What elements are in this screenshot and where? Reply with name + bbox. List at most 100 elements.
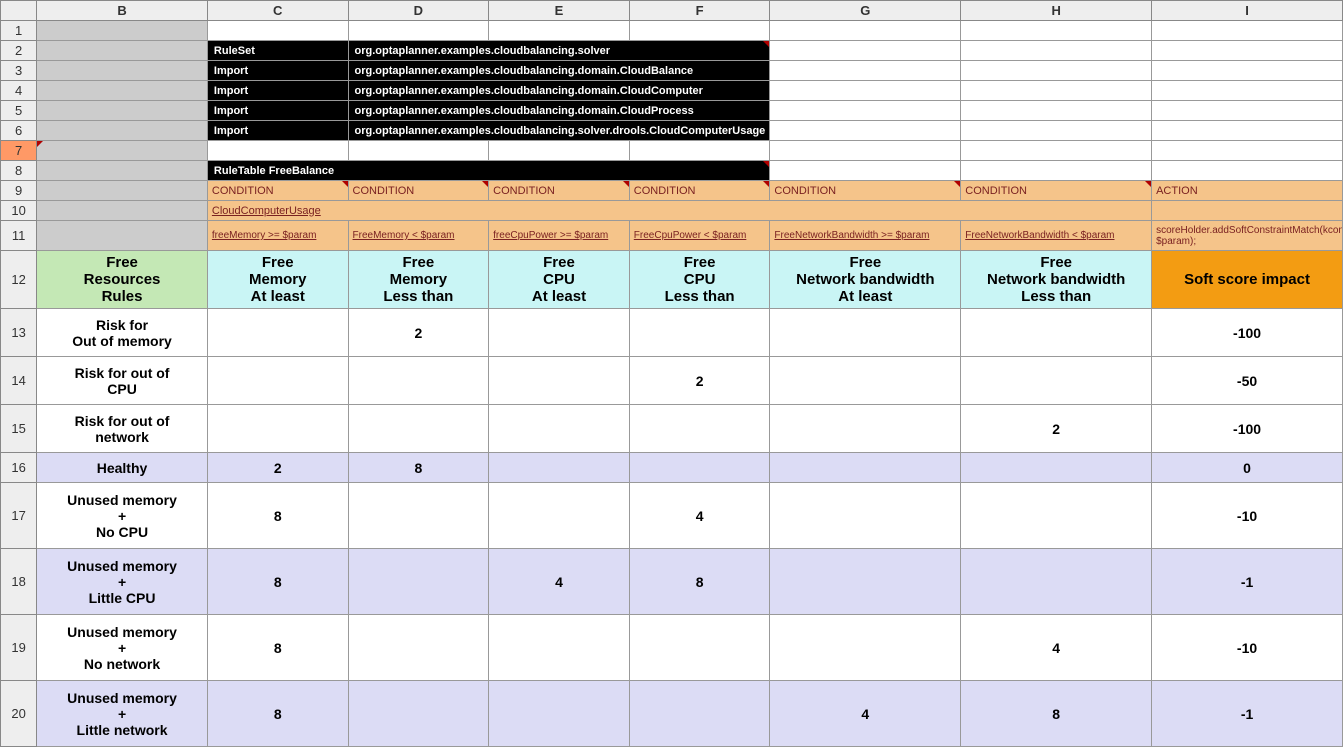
rule-value[interactable] (348, 483, 489, 549)
cell[interactable] (37, 121, 208, 141)
rule-value[interactable]: -10 (1152, 483, 1343, 549)
rule-value[interactable] (489, 615, 630, 681)
row-header[interactable]: 5 (1, 101, 37, 121)
cell[interactable] (37, 221, 208, 251)
rule-value[interactable] (629, 681, 770, 747)
cell[interactable] (1152, 101, 1343, 121)
rule-value[interactable]: -10 (1152, 615, 1343, 681)
cell[interactable] (961, 141, 1152, 161)
rule-value[interactable]: 4 (961, 615, 1152, 681)
rule-value[interactable] (770, 405, 961, 453)
col-header[interactable]: D (348, 1, 489, 21)
row-header[interactable]: 7 (1, 141, 37, 161)
row-header[interactable]: 12 (1, 251, 37, 309)
cell[interactable] (1152, 81, 1343, 101)
cell[interactable] (961, 161, 1152, 181)
rule-value[interactable] (961, 309, 1152, 357)
cell[interactable] (37, 201, 208, 221)
rule-value[interactable] (489, 453, 630, 483)
rule-value[interactable]: 4 (770, 681, 961, 747)
rule-value[interactable]: 8 (629, 549, 770, 615)
cell[interactable] (207, 141, 348, 161)
rule-value[interactable] (961, 357, 1152, 405)
row-header[interactable]: 18 (1, 549, 37, 615)
cell[interactable] (770, 161, 961, 181)
cell[interactable] (770, 41, 961, 61)
rule-value[interactable] (207, 309, 348, 357)
cell[interactable] (489, 21, 630, 41)
rule-value[interactable] (489, 405, 630, 453)
col-header[interactable]: F (629, 1, 770, 21)
rule-value[interactable]: 2 (207, 453, 348, 483)
row-header[interactable]: 10 (1, 201, 37, 221)
rule-value[interactable]: 4 (629, 483, 770, 549)
rule-value[interactable]: 2 (629, 357, 770, 405)
cell[interactable] (961, 101, 1152, 121)
rule-value[interactable] (629, 405, 770, 453)
row-header[interactable]: 17 (1, 483, 37, 549)
rule-value[interactable]: 8 (207, 549, 348, 615)
rule-value[interactable] (961, 453, 1152, 483)
row-header[interactable]: 14 (1, 357, 37, 405)
rule-value[interactable] (770, 483, 961, 549)
rule-value[interactable]: 8 (207, 681, 348, 747)
rule-value[interactable] (489, 681, 630, 747)
col-header[interactable]: G (770, 1, 961, 21)
cell[interactable] (348, 141, 489, 161)
rule-value[interactable]: 2 (961, 405, 1152, 453)
rule-value[interactable]: 8 (348, 453, 489, 483)
col-header[interactable]: I (1152, 1, 1343, 21)
rule-value[interactable] (770, 615, 961, 681)
cell[interactable] (37, 21, 208, 41)
rule-value[interactable] (348, 615, 489, 681)
cell[interactable] (1152, 61, 1343, 81)
cell[interactable] (629, 141, 770, 161)
cell[interactable] (37, 61, 208, 81)
cell[interactable] (961, 81, 1152, 101)
row-header[interactable]: 11 (1, 221, 37, 251)
rule-value[interactable]: 8 (207, 483, 348, 549)
rule-value[interactable] (489, 483, 630, 549)
rule-value[interactable]: 0 (1152, 453, 1343, 483)
rule-value[interactable] (348, 405, 489, 453)
cell[interactable] (770, 101, 961, 121)
cell[interactable] (770, 21, 961, 41)
rule-value[interactable] (207, 357, 348, 405)
col-header[interactable]: B (37, 1, 208, 21)
cell[interactable] (37, 41, 208, 61)
cell[interactable] (961, 121, 1152, 141)
rule-value[interactable]: -1 (1152, 549, 1343, 615)
cell[interactable] (1152, 141, 1343, 161)
rule-value[interactable] (770, 357, 961, 405)
rule-value[interactable]: 2 (348, 309, 489, 357)
row-header[interactable]: 9 (1, 181, 37, 201)
row-header[interactable]: 19 (1, 615, 37, 681)
cell[interactable] (961, 41, 1152, 61)
rule-value[interactable]: -100 (1152, 309, 1343, 357)
cell[interactable] (770, 61, 961, 81)
rule-value[interactable] (207, 405, 348, 453)
cell[interactable] (961, 61, 1152, 81)
rule-value[interactable] (629, 453, 770, 483)
cell[interactable] (770, 141, 961, 161)
rule-value[interactable] (961, 549, 1152, 615)
rule-value[interactable] (770, 549, 961, 615)
rule-value[interactable] (770, 453, 961, 483)
col-header[interactable]: E (489, 1, 630, 21)
rule-value[interactable] (770, 309, 961, 357)
cell[interactable] (489, 141, 630, 161)
rule-value[interactable]: 8 (207, 615, 348, 681)
rule-value[interactable] (961, 483, 1152, 549)
rule-value[interactable] (348, 549, 489, 615)
rule-value[interactable]: 4 (489, 549, 630, 615)
rule-value[interactable]: -100 (1152, 405, 1343, 453)
row-header[interactable]: 16 (1, 453, 37, 483)
row-header[interactable]: 13 (1, 309, 37, 357)
cell[interactable] (1152, 161, 1343, 181)
cell[interactable] (770, 121, 961, 141)
row-header[interactable]: 3 (1, 61, 37, 81)
cell[interactable] (37, 101, 208, 121)
rule-value[interactable] (629, 309, 770, 357)
cell[interactable] (37, 141, 208, 161)
col-header[interactable]: C (207, 1, 348, 21)
